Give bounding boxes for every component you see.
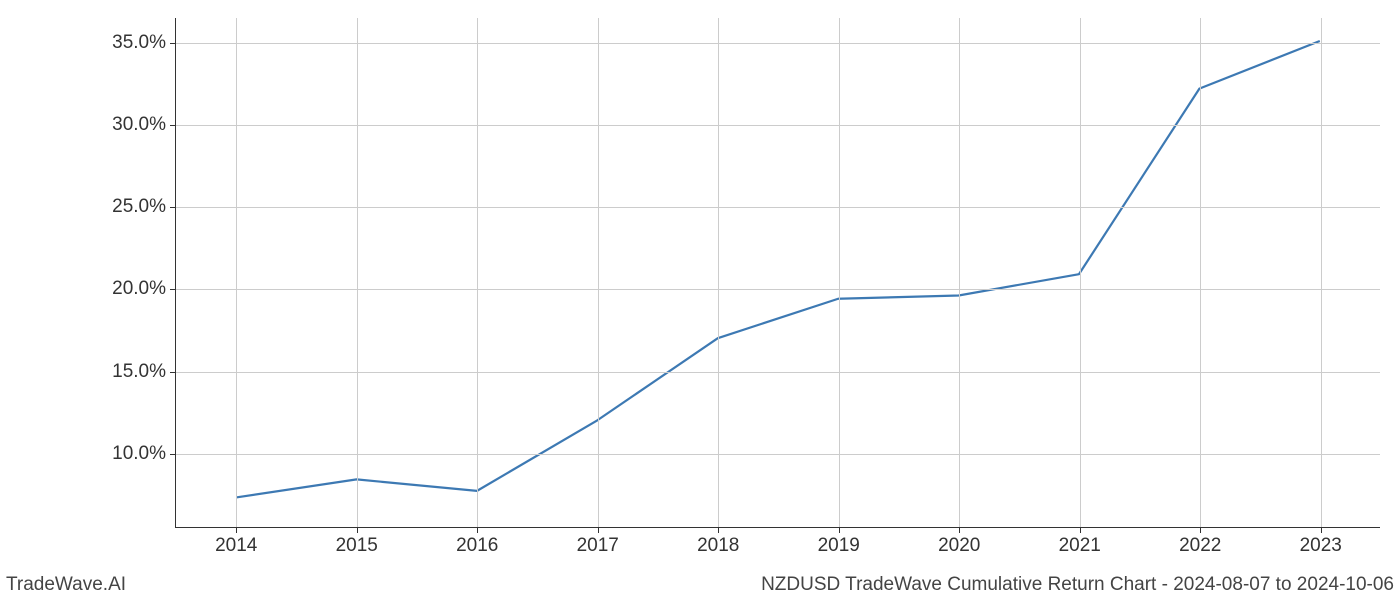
grid-line-horizontal xyxy=(176,454,1380,455)
grid-line-horizontal xyxy=(176,125,1380,126)
x-tick-label: 2021 xyxy=(1059,527,1101,557)
grid-line-vertical xyxy=(357,18,358,527)
grid-line-vertical xyxy=(839,18,840,527)
grid-line-vertical xyxy=(1321,18,1322,527)
y-tick-label: 30.0% xyxy=(112,114,176,136)
x-tick-label: 2022 xyxy=(1179,527,1221,557)
x-tick-label: 2014 xyxy=(215,527,257,557)
grid-line-vertical xyxy=(598,18,599,527)
footer-brand: TradeWave.AI xyxy=(6,574,126,596)
y-tick-label: 25.0% xyxy=(112,196,176,218)
x-tick-label: 2016 xyxy=(456,527,498,557)
chart-container: 2014 2015 2016 2017 2018 2019 2020 2021 2022 2023… xyxy=(0,0,1400,600)
grid-line-vertical xyxy=(1200,18,1201,527)
x-tick-label: 2015 xyxy=(336,527,378,557)
y-tick-label: 20.0% xyxy=(112,278,176,300)
grid-line-vertical xyxy=(477,18,478,527)
grid-line-vertical xyxy=(718,18,719,527)
series-line xyxy=(236,41,1320,497)
grid-line-vertical xyxy=(236,18,237,527)
y-tick-label: 35.0% xyxy=(112,32,176,54)
grid-line-vertical xyxy=(959,18,960,527)
grid-line-horizontal xyxy=(176,289,1380,290)
footer-caption: NZDUSD TradeWave Cumulative Return Chart… xyxy=(761,574,1394,596)
y-tick-label: 15.0% xyxy=(112,361,176,383)
x-tick-label: 2017 xyxy=(577,527,619,557)
x-tick-label: 2023 xyxy=(1300,527,1342,557)
grid-line-horizontal xyxy=(176,207,1380,208)
grid-line-horizontal xyxy=(176,372,1380,373)
x-tick-label: 2018 xyxy=(697,527,739,557)
y-tick-label: 10.0% xyxy=(112,443,176,465)
x-tick-label: 2019 xyxy=(818,527,860,557)
grid-line-horizontal xyxy=(176,43,1380,44)
grid-line-vertical xyxy=(1080,18,1081,527)
plot-area: 2014201520162017201820192020202120222023… xyxy=(175,18,1380,528)
x-tick-label: 2020 xyxy=(938,527,980,557)
